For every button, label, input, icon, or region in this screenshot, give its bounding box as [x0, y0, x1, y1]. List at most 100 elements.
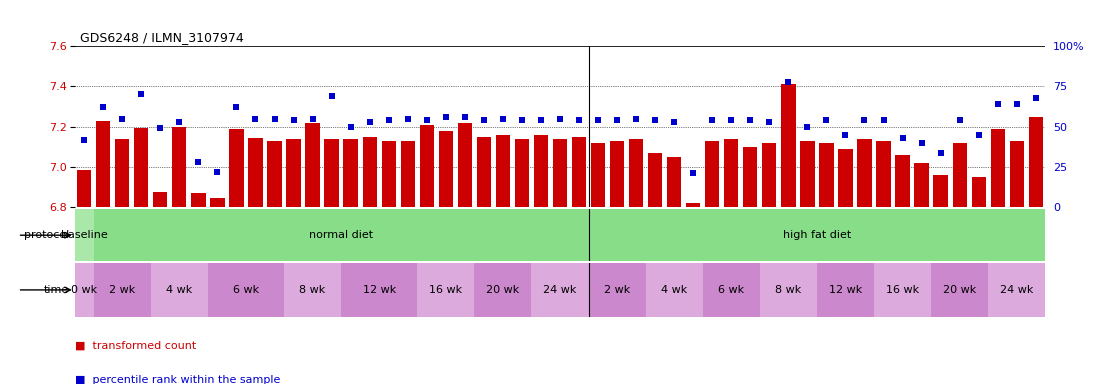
Bar — [474, 263, 531, 317]
Text: 24 wk: 24 wk — [544, 285, 576, 295]
Bar — [344, 139, 358, 207]
Bar — [93, 209, 589, 261]
Point — [684, 170, 702, 177]
Point — [304, 116, 322, 122]
Point — [113, 116, 131, 122]
Point — [380, 117, 397, 123]
Bar — [439, 131, 453, 207]
Bar — [362, 137, 377, 207]
Point — [494, 116, 512, 122]
Bar — [896, 155, 910, 207]
Point — [152, 125, 169, 131]
Bar — [248, 138, 262, 207]
Bar — [496, 135, 509, 207]
Bar — [668, 157, 681, 207]
Text: 2 wk: 2 wk — [604, 285, 630, 295]
Text: 4 wk: 4 wk — [661, 285, 687, 295]
Point — [418, 117, 436, 123]
Bar — [208, 263, 284, 317]
Text: 20 wk: 20 wk — [943, 285, 976, 295]
Bar — [93, 263, 150, 317]
Text: 2 wk: 2 wk — [109, 285, 135, 295]
Point — [551, 116, 569, 122]
Point — [818, 117, 836, 123]
Bar — [782, 84, 795, 207]
Bar — [839, 149, 853, 207]
Point — [1008, 101, 1026, 107]
Text: 12 wk: 12 wk — [362, 285, 395, 295]
Point — [266, 116, 283, 122]
Point — [970, 132, 987, 138]
Point — [951, 117, 968, 123]
Bar — [953, 143, 967, 207]
Bar — [572, 137, 586, 207]
Bar — [705, 141, 719, 207]
Bar — [915, 163, 929, 207]
Text: 6 wk: 6 wk — [233, 285, 259, 295]
Bar — [819, 143, 833, 207]
Point — [190, 159, 208, 165]
Bar — [800, 141, 815, 207]
Point — [989, 101, 1007, 107]
Bar — [858, 139, 872, 207]
Text: baseline: baseline — [60, 230, 108, 240]
Bar — [150, 263, 208, 317]
Point — [704, 117, 721, 123]
Bar — [933, 175, 948, 207]
Text: normal diet: normal diet — [309, 230, 373, 240]
Bar — [268, 141, 281, 207]
Bar — [1029, 117, 1043, 207]
Bar — [760, 263, 817, 317]
Text: 0 wk: 0 wk — [71, 285, 98, 295]
Text: 16 wk: 16 wk — [429, 285, 462, 295]
Point — [741, 117, 759, 123]
Point — [894, 135, 911, 141]
Bar — [287, 139, 301, 207]
Point — [323, 93, 340, 99]
Point — [209, 169, 226, 175]
Point — [361, 119, 379, 125]
Bar — [515, 139, 529, 207]
Bar — [97, 121, 110, 207]
Bar — [401, 141, 415, 207]
Point — [170, 119, 188, 125]
Bar — [646, 263, 703, 317]
Bar — [610, 141, 625, 207]
Bar — [153, 192, 167, 207]
Bar — [589, 209, 1045, 261]
Bar — [1010, 141, 1024, 207]
Bar — [648, 153, 662, 207]
Bar — [534, 135, 548, 207]
Text: protocol: protocol — [24, 230, 69, 240]
Bar — [419, 125, 434, 207]
Bar — [211, 198, 224, 207]
Bar — [725, 139, 739, 207]
Bar — [229, 129, 244, 207]
Point — [608, 117, 626, 123]
Point — [513, 117, 530, 123]
Point — [570, 117, 587, 123]
Bar — [931, 263, 988, 317]
Bar — [77, 170, 91, 207]
Bar — [589, 263, 646, 317]
Point — [722, 117, 740, 123]
Bar — [75, 209, 93, 261]
Text: 24 wk: 24 wk — [1000, 285, 1033, 295]
Bar — [629, 139, 643, 207]
Bar — [874, 263, 931, 317]
Bar — [990, 129, 1005, 207]
Bar — [703, 263, 760, 317]
Bar — [382, 141, 395, 207]
Point — [837, 132, 854, 138]
Bar — [531, 263, 589, 317]
Bar — [325, 139, 338, 207]
Point — [912, 140, 930, 146]
Text: 6 wk: 6 wk — [718, 285, 744, 295]
Bar — [417, 263, 474, 317]
Text: high fat diet: high fat diet — [783, 230, 851, 240]
Bar — [876, 141, 890, 207]
Text: 12 wk: 12 wk — [829, 285, 862, 295]
Bar — [477, 137, 491, 207]
Bar — [988, 263, 1045, 317]
Text: time: time — [44, 285, 69, 295]
